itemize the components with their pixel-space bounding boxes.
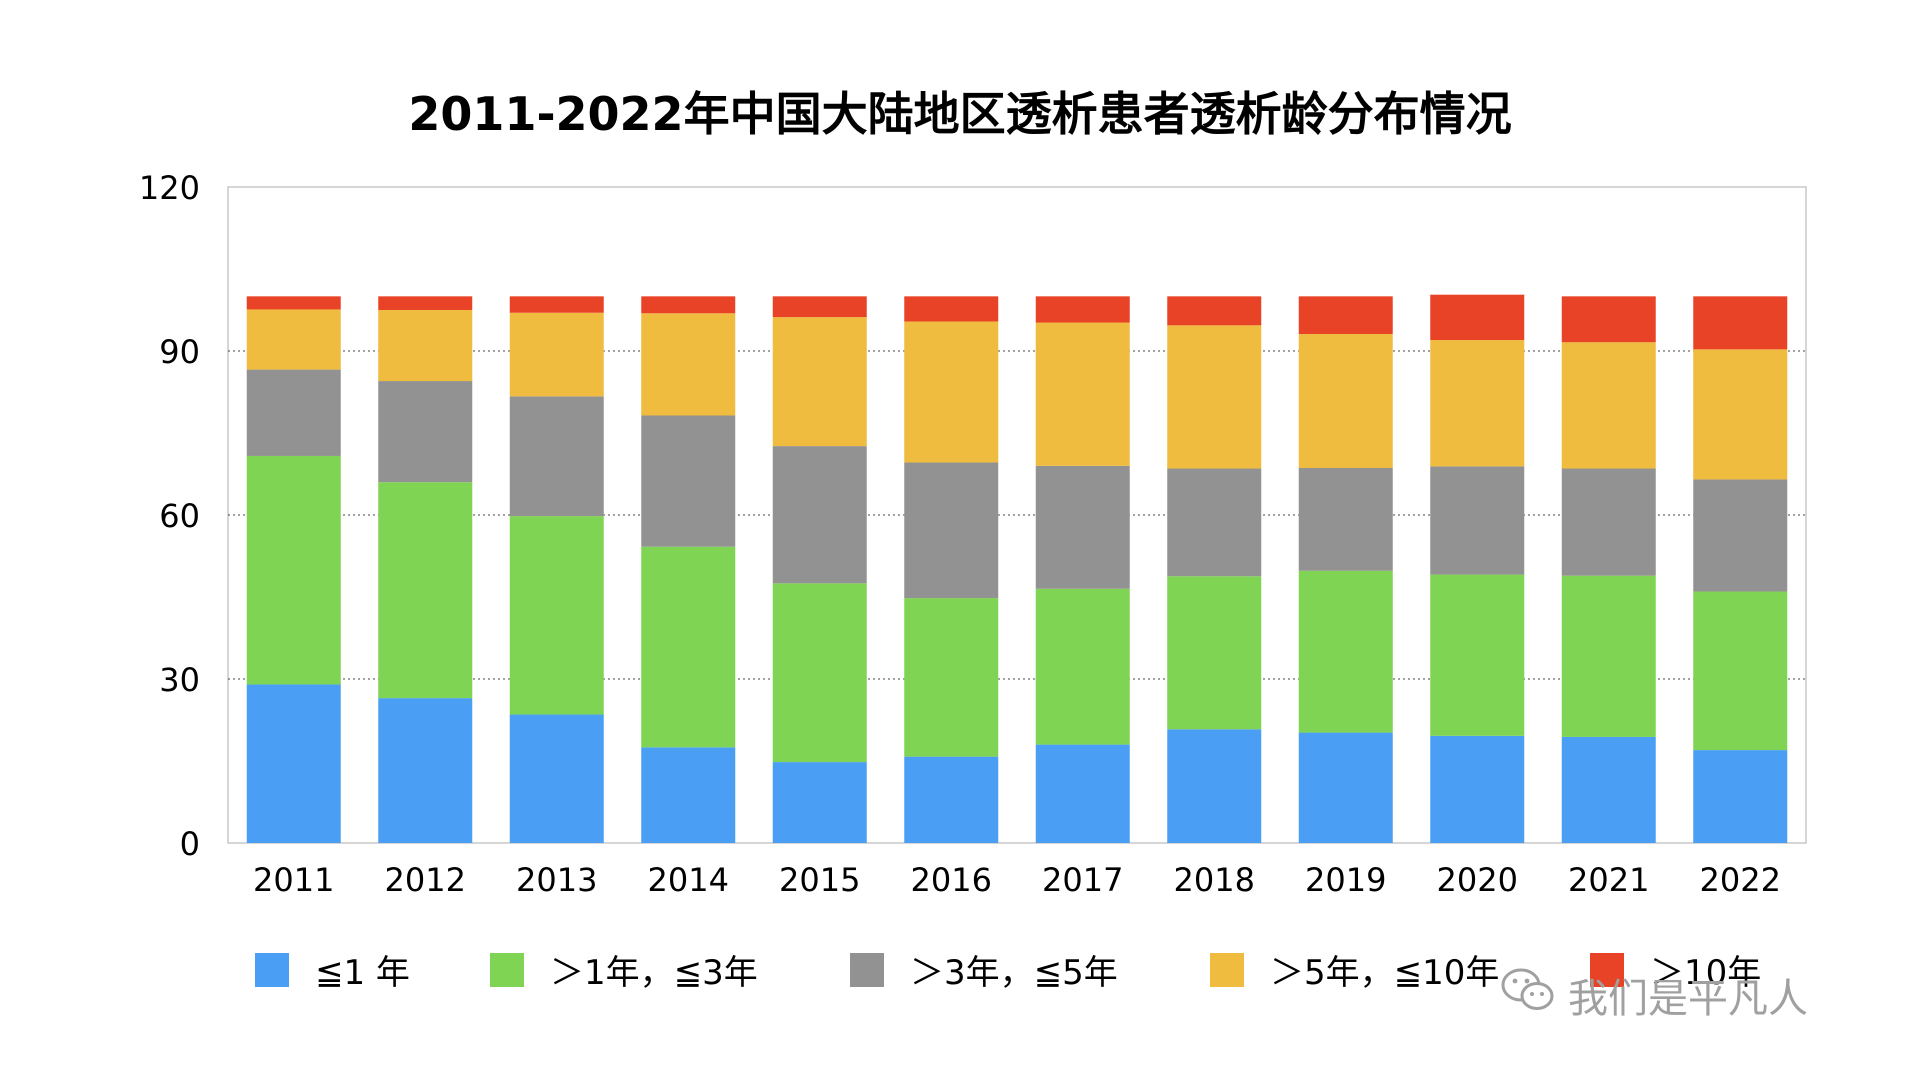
bar-segment [1693,591,1788,751]
bar-segment [1167,468,1262,577]
bar-segment [1167,576,1262,730]
y-tick-label: 60 [159,497,200,535]
legend-swatch [1590,952,1624,987]
bar-segment [772,296,867,318]
x-tick-label: 2016 [911,861,992,899]
legend: ≦1 年 ＞1年，≦3年 ＞3年，≦5年 ＞5年，≦10年 ＞10年 [0,945,1920,1005]
bar-segment [1035,296,1130,323]
bar-segment [641,546,736,748]
x-tick-label: 2012 [385,861,466,899]
bar-segment [641,747,736,843]
bar-segment [1430,466,1525,575]
legend-label: ＞5年，≦10年 [1270,953,1500,993]
x-tick-label: 2020 [1437,861,1518,899]
bar-segment [1035,588,1130,745]
x-tick-label: 2011 [253,861,334,899]
x-tick-label: 2013 [516,861,597,899]
bar-segment [1298,334,1393,468]
bar-segment [509,516,604,715]
x-tick-label: 2014 [648,861,729,899]
bar-segment [509,312,604,397]
legend-item: ≦1 年 [255,945,410,994]
bar-segment [1035,744,1130,843]
bar-segment [509,296,604,313]
bar-segment [904,598,999,757]
bar-segment [904,462,999,599]
bar-segment [1693,296,1788,350]
x-tick-label: 2017 [1042,861,1123,899]
bar-segment [378,698,473,843]
bar-segment [1035,465,1130,589]
x-tick-label: 2022 [1700,861,1781,899]
x-tick-label: 2019 [1305,861,1386,899]
bar-segment [772,317,867,447]
bar-segment [1298,296,1393,335]
bar-segment [378,482,473,699]
legend-label: ＞3年，≦5年 [910,953,1118,993]
legend-item: ＞1年，≦3年 [490,945,758,994]
bar-segment [378,310,473,382]
bar-segment [1167,729,1262,843]
watermark-label: 我们是平凡人 [1568,976,1808,1022]
bar-segment [246,455,341,685]
bar-segment [1561,296,1656,343]
y-tick-label: 30 [159,661,200,699]
bar-segment [641,415,736,547]
x-tick-label: 2018 [1174,861,1255,899]
bar-segment [1561,575,1656,737]
bar-segment [1693,750,1788,843]
legend-swatch [255,952,289,987]
bar-segment [1167,325,1262,469]
legend-swatch [850,952,884,987]
legend-swatch [1210,952,1244,987]
bar-segment [1693,349,1788,480]
bar-segment [246,369,341,456]
wechat-icon [1500,966,1556,1024]
x-tick-label: 2015 [779,861,860,899]
bar-segment [1298,732,1393,843]
bar-segment [772,583,867,763]
bar-segment [1298,570,1393,733]
bar-segment [509,396,604,517]
legend-item: ＞3年，≦5年 [850,945,1118,994]
bar-segment [1430,294,1525,341]
bar-segment [641,296,736,314]
bar-segment [246,309,341,370]
bar-segment [246,296,341,310]
bar-segment [904,296,999,322]
bar-segment [904,321,999,463]
legend-label: ≦1 年 [315,953,410,993]
x-tick-label: 2021 [1568,861,1649,899]
bar-segment [1035,322,1130,466]
bar-segment [378,296,473,310]
y-tick-label: 120 [139,169,200,207]
bar-segment [1561,342,1656,469]
stacked-bar-chart: 0 30 60 90 120 2011 2012 2013 2014 2015 2016 2017 20… [139,169,1807,899]
bar-segment [1430,735,1525,843]
legend-label: ＞1年，≦3年 [550,953,758,993]
chart-title: 2011-2022年中国大陆地区透析患者透析龄分布情况 [408,87,1512,141]
bar-segment [1167,296,1262,326]
bar-segment [1430,340,1525,467]
bar-segment [904,756,999,843]
legend-item: ＞10年 [1590,945,1761,994]
watermark: 我们是平凡人 [1500,966,1808,1024]
bar-segment [378,381,473,483]
bar-segment [1430,574,1525,736]
legend-item: ＞5年，≦10年 [1210,945,1499,994]
legend-swatch [490,952,524,987]
y-tick-label: 0 [180,825,200,863]
bar-segment [509,714,604,843]
bar-segment [1693,479,1788,592]
bar-segment [1298,467,1393,571]
bar-segment [1561,468,1656,576]
bar-segment [246,684,341,843]
bar-segment [772,446,867,584]
legend-label: ＞10年 [1650,953,1762,993]
bar-segment [641,313,736,416]
bar-segment [772,762,867,843]
bar-segment [1561,736,1656,843]
y-tick-label: 90 [159,333,200,371]
